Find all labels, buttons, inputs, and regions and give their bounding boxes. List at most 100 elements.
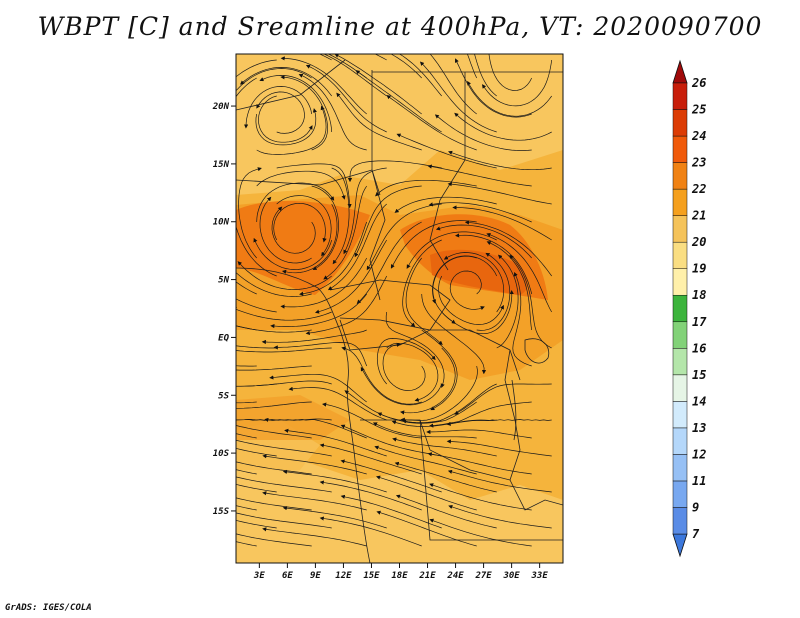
y-tick-label: 5S bbox=[218, 391, 229, 401]
streamline bbox=[298, 73, 367, 151]
colorbar-label: 9 bbox=[692, 500, 699, 514]
x-tick-label: 15E bbox=[363, 571, 380, 581]
streamline bbox=[322, 402, 422, 439]
colorbar-label: 19 bbox=[692, 262, 706, 276]
streamline bbox=[406, 231, 497, 269]
field-hot-west bbox=[236, 200, 370, 295]
streamline bbox=[375, 475, 477, 511]
streamline bbox=[486, 241, 533, 331]
colorbar-label: 23 bbox=[691, 156, 706, 170]
streamline bbox=[259, 75, 333, 133]
colorbar-segment bbox=[672, 109, 688, 137]
streamline bbox=[402, 239, 442, 327]
streamline bbox=[239, 67, 332, 97]
map-borders bbox=[236, 59, 563, 563]
streamline bbox=[236, 497, 312, 511]
streamline bbox=[398, 54, 442, 97]
streamline bbox=[382, 342, 426, 391]
streamline bbox=[467, 80, 552, 117]
streamline bbox=[401, 383, 497, 424]
streamline bbox=[486, 232, 553, 313]
streamline bbox=[244, 86, 313, 129]
y-tick-label: 20N bbox=[212, 102, 230, 112]
streamline bbox=[236, 401, 257, 404]
y-tick-label: 15N bbox=[213, 160, 230, 170]
streamline bbox=[372, 422, 477, 439]
streamline bbox=[421, 293, 487, 375]
streamlines bbox=[236, 54, 553, 547]
colorbar-label: 20 bbox=[691, 235, 706, 249]
wbpt-field bbox=[236, 54, 563, 563]
y-tick-label: EQ bbox=[218, 333, 229, 343]
streamline bbox=[327, 203, 387, 291]
streamline bbox=[360, 366, 443, 406]
streamline bbox=[284, 428, 387, 457]
streamline bbox=[264, 417, 367, 439]
streamline bbox=[236, 433, 257, 439]
colorbar-min-arrow bbox=[672, 533, 688, 558]
streamline bbox=[434, 114, 532, 151]
colorbar-label: 25 bbox=[691, 103, 706, 117]
streamline bbox=[452, 205, 552, 241]
streamline bbox=[429, 518, 532, 547]
streamline bbox=[236, 347, 332, 353]
colorbar-label: 17 bbox=[692, 315, 707, 329]
streamline bbox=[336, 92, 422, 151]
streamline bbox=[443, 252, 505, 313]
streamline bbox=[270, 293, 367, 329]
streamline bbox=[429, 483, 532, 511]
streamline bbox=[446, 439, 552, 457]
streamline bbox=[319, 516, 422, 547]
streamline bbox=[262, 527, 367, 547]
streamline bbox=[455, 233, 533, 295]
streamline bbox=[236, 505, 257, 511]
streamline bbox=[405, 257, 443, 345]
streamline bbox=[400, 347, 456, 415]
streamline bbox=[340, 494, 442, 529]
colorbar-segment bbox=[672, 268, 688, 296]
streamline bbox=[262, 491, 367, 511]
streamline bbox=[426, 429, 532, 439]
streamline bbox=[340, 424, 442, 457]
field-warm-belt bbox=[236, 395, 350, 440]
colorbar-label: 15 bbox=[692, 368, 706, 382]
streamline bbox=[273, 202, 327, 243]
x-tick-label: 30E bbox=[502, 571, 520, 581]
streamline bbox=[236, 461, 312, 475]
streamline bbox=[435, 224, 532, 259]
streamline bbox=[273, 342, 368, 367]
border-zambia-malawi bbox=[509, 479, 563, 511]
streamline bbox=[421, 329, 458, 411]
streamline bbox=[341, 346, 422, 405]
streamline bbox=[319, 480, 422, 511]
streamline bbox=[280, 56, 367, 115]
streamline bbox=[446, 419, 552, 426]
streamline bbox=[464, 220, 552, 277]
border-libya-sudan bbox=[429, 72, 466, 271]
colorbar-segment bbox=[672, 162, 688, 190]
streamline bbox=[282, 469, 387, 493]
streamline bbox=[259, 196, 312, 264]
streamline bbox=[376, 510, 477, 547]
streamline bbox=[258, 95, 313, 143]
x-tick-label: 6E bbox=[282, 571, 293, 581]
streamline bbox=[236, 365, 312, 371]
y-tick-label: 10S bbox=[213, 449, 230, 459]
streamline bbox=[253, 237, 333, 270]
streamline bbox=[236, 401, 312, 409]
y-tick-label: 15S bbox=[213, 507, 230, 517]
y-axis: 20N 15N 10N 5N EQ 5S 10S 15S bbox=[212, 102, 236, 517]
streamline bbox=[340, 459, 442, 493]
streamline bbox=[237, 261, 332, 290]
streamline bbox=[276, 195, 332, 257]
colorbar-segment bbox=[672, 480, 688, 508]
colorbar-segment bbox=[672, 82, 688, 110]
streamline bbox=[276, 163, 352, 209]
streamline bbox=[386, 342, 439, 402]
streamline bbox=[236, 469, 257, 475]
streamline bbox=[356, 221, 422, 304]
streamline bbox=[391, 419, 497, 427]
streamline bbox=[392, 437, 497, 457]
x-tick-label: 27E bbox=[474, 571, 492, 581]
